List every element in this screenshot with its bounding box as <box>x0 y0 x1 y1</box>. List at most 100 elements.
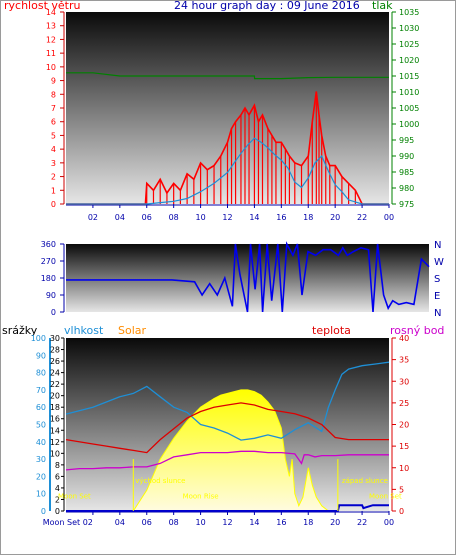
wind-x-tick-label: 04 <box>115 213 125 222</box>
humidity-tick-label: 70 <box>36 386 46 395</box>
direction-tick-label: 180 <box>41 274 56 283</box>
direction-tick-label: 90 <box>46 291 56 300</box>
pressure-tick-label: 980 <box>399 184 414 193</box>
pressure-tick-label: 1010 <box>399 88 419 97</box>
temp-x-tick-label: 14 <box>249 518 259 527</box>
rain-tick-label: 2 <box>55 495 60 504</box>
temp-x-tick-label: 16 <box>276 518 286 527</box>
rain-tick-label: 16 <box>50 415 60 424</box>
wind-tick-label: 11 <box>46 49 56 58</box>
compass-label: N <box>434 240 441 251</box>
wind-tick-label: 3 <box>51 159 56 168</box>
compass-label: N <box>434 308 441 319</box>
rain-tick-label: 10 <box>50 449 60 458</box>
pressure-tick-label: 985 <box>399 168 414 177</box>
pressure-tick-label: 990 <box>399 152 414 161</box>
humidity-tick-label: 60 <box>36 403 46 412</box>
rain-tick-label: 22 <box>50 380 60 389</box>
humidity-tick-label: 40 <box>36 438 46 447</box>
wind-average-series <box>66 137 389 205</box>
pressure-series <box>66 72 389 80</box>
direction-tick-label: 270 <box>41 257 56 266</box>
wind-tick-label: 13 <box>46 22 56 31</box>
pressure-tick-label: 975 <box>399 200 414 209</box>
rain-tick-label: 6 <box>55 472 60 481</box>
temperature-axis-title: teplota <box>312 324 351 337</box>
pressure-tick-label: 1035 <box>399 8 419 17</box>
wind-tick-label: 14 <box>46 8 56 17</box>
direction-tick-label: 0 <box>51 308 56 317</box>
wind-tick-label: 6 <box>51 118 56 127</box>
wind-x-tick-label: 12 <box>222 213 232 222</box>
wind-x-tick-label: 06 <box>142 213 152 222</box>
wind-x-tick-label: 22 <box>357 213 367 222</box>
pressure-tick-label: 1015 <box>399 72 419 81</box>
wind-tick-label: 1 <box>51 186 56 195</box>
wind-tick-label: 8 <box>51 90 56 99</box>
pressure-tick-label: 1025 <box>399 40 419 49</box>
solar-axis-title: Solar <box>118 324 147 337</box>
wind-x-tick-label: 20 <box>330 213 340 222</box>
temperature-tick-label: 5 <box>399 485 404 494</box>
humidity-tick-label: 10 <box>36 490 46 499</box>
compass-label: W <box>434 257 444 268</box>
pressure-tick-label: 1005 <box>399 104 419 113</box>
dewpoint-series <box>65 450 389 471</box>
temperature-tick-label: 15 <box>399 442 409 451</box>
wind-speed-axis-title: rychlost větru <box>4 0 80 12</box>
rain-tick-label: 0 <box>55 507 60 516</box>
wind-x-tick-label: 16 <box>276 213 286 222</box>
temp-x-tick-label: 20 <box>330 518 340 527</box>
temp-x-tick-label: 12 <box>222 518 232 527</box>
temperature-tick-label: 25 <box>399 399 409 408</box>
chart-title: 24 hour graph day : 09 June 2016 <box>174 0 360 12</box>
wind-direction-series <box>66 241 430 313</box>
compass-label: E <box>434 291 440 302</box>
moon-set-label-left: Moon Set <box>58 492 91 500</box>
humidity-tick-label: 80 <box>36 369 46 378</box>
rain-tick-label: 28 <box>50 346 60 355</box>
moon-rise-label: Moon Rise <box>183 492 219 500</box>
temp-x-tick-label: 08 <box>169 518 179 527</box>
temp-x-tick-label: 06 <box>142 518 152 527</box>
temp-x-tick-label: 18 <box>303 518 313 527</box>
temperature-tick-label: 20 <box>399 421 409 430</box>
temperature-tick-label: 30 <box>399 377 409 386</box>
temperature-series <box>65 402 389 454</box>
humidity-tick-label: 90 <box>36 351 46 360</box>
rain-tick-label: 4 <box>55 484 60 493</box>
humidity-tick-label: 100 <box>31 334 46 343</box>
temp-x-tick-label: 10 <box>195 518 205 527</box>
humidity-tick-label: 30 <box>36 455 46 464</box>
wind-tick-label: 2 <box>51 173 56 182</box>
wind-tick-label: 7 <box>51 104 56 113</box>
temp-x-tick-label: Moon Set 02 <box>43 518 93 527</box>
compass-label: S <box>434 274 440 285</box>
rain-tick-label: 26 <box>50 357 60 366</box>
wind-x-tick-label: 00 <box>384 213 394 222</box>
rain-tick-label: 30 <box>50 334 60 343</box>
wind-tick-label: 0 <box>51 200 56 209</box>
pressure-axis-title: tlak <box>372 0 393 12</box>
wind-tick-label: 10 <box>46 63 56 72</box>
humidity-axis-title: vlhkost <box>64 324 104 337</box>
temp-x-tick-label: 22 <box>357 518 367 527</box>
dewpoint-axis-title: rosný bod <box>390 324 444 337</box>
sunset-label: západ slunce <box>342 477 388 485</box>
direction-tick-label: 360 <box>41 240 56 249</box>
wind-tick-label: 4 <box>51 145 56 154</box>
solar-series <box>132 389 336 512</box>
rain-tick-label: 18 <box>50 403 60 412</box>
humidity-tick-label: 0 <box>41 507 46 516</box>
temp-x-tick-label: 00 <box>384 518 394 527</box>
wind-x-tick-label: 10 <box>195 213 205 222</box>
rain-tick-label: 20 <box>50 392 60 401</box>
wind-x-tick-label: 14 <box>249 213 259 222</box>
wind-x-tick-label: 08 <box>169 213 179 222</box>
temperature-tick-label: 35 <box>399 356 409 365</box>
wind-tick-label: 5 <box>51 131 56 140</box>
rain-tick-label: 12 <box>50 438 60 447</box>
humidity-series <box>65 361 390 441</box>
rain-axis-title: srážky <box>2 324 38 337</box>
